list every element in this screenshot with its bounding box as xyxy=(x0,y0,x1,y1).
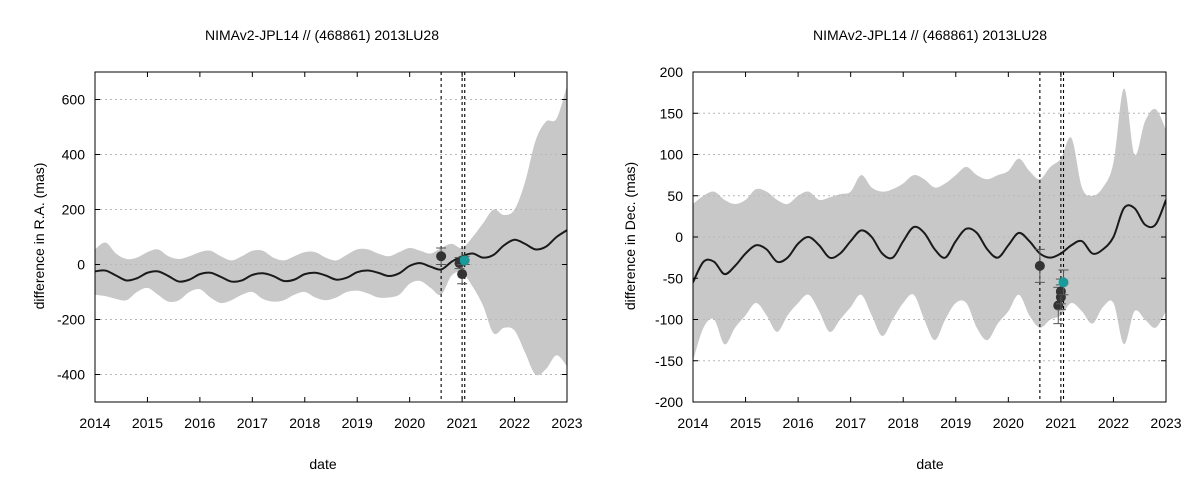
dec-x-tick-label: 2022 xyxy=(1098,415,1129,431)
dec-x-tick-label: 2023 xyxy=(1150,415,1181,431)
dec-observation-point xyxy=(1035,261,1045,271)
dec-x-tick-label: 2015 xyxy=(730,415,761,431)
dec-y-tick-label: -150 xyxy=(655,353,683,369)
dec-y-tick-label: -100 xyxy=(655,312,683,328)
ra-x-tick-label: 2022 xyxy=(499,415,530,431)
ra-observation-point xyxy=(457,269,467,279)
ra-x-axis-label: date xyxy=(309,456,336,472)
dec-y-tick-label: -50 xyxy=(663,270,683,286)
ra-y-tick-label: 0 xyxy=(77,257,85,273)
dec-x-tick-label: 2014 xyxy=(677,415,708,431)
dec-y-tick-label: 200 xyxy=(660,64,684,80)
dec-x-tick-label: 2021 xyxy=(1045,415,1076,431)
ra-y-tick-label: -400 xyxy=(57,367,85,383)
ra-x-tick-label: 2018 xyxy=(289,415,320,431)
ra-y-tick-label: 400 xyxy=(62,147,86,163)
ra-plot-area xyxy=(95,72,567,402)
ra-x-tick-label: 2017 xyxy=(237,415,268,431)
dec-x-tick-label: 2018 xyxy=(888,415,919,431)
ra-y-tick-label: 200 xyxy=(62,202,86,218)
dec-x-tick-label: 2016 xyxy=(783,415,814,431)
dec-chart-title: NIMAv2-JPL14 // (468861) 2013LU28 xyxy=(813,27,1047,43)
dec-y-axis-label: difference in Dec. (mas) xyxy=(622,162,638,310)
ra-y-tick-label: -200 xyxy=(57,312,85,328)
ra-chart-title: NIMAv2-JPL14 // (468861) 2013LU28 xyxy=(205,27,439,43)
chart-canvas: NIMAv2-JPL14 // (468861) 2013LU28 date d… xyxy=(0,0,1200,480)
dec-plot-area xyxy=(693,72,1166,402)
ra-y-tick-label: 600 xyxy=(62,92,86,108)
ra-x-tick-label: 2014 xyxy=(79,415,110,431)
ra-x-tick-label: 2023 xyxy=(551,415,582,431)
ra-uncertainty-band xyxy=(95,86,567,376)
ra-x-tick-label: 2020 xyxy=(394,415,425,431)
dec-x-tick-label: 2017 xyxy=(835,415,866,431)
ra-observation-point xyxy=(436,251,446,261)
dec-y-tick-label: 150 xyxy=(660,105,684,121)
dec-observation-point xyxy=(1059,277,1069,287)
dec-y-tick-label: 100 xyxy=(660,147,684,163)
ra-y-axis-label: difference in R.A. (mas) xyxy=(31,163,47,310)
dec-x-tick-label: 2019 xyxy=(940,415,971,431)
figure: NIMAv2-JPL14 // (468861) 2013LU28 date d… xyxy=(0,0,1200,480)
ra-x-tick-label: 2021 xyxy=(447,415,478,431)
dec-y-tick-label: 0 xyxy=(675,229,683,245)
dec-panel: NIMAv2-JPL14 // (468861) 2013LU28 date d… xyxy=(622,27,1182,472)
dec-y-tick-label: 50 xyxy=(667,188,683,204)
ra-x-tick-label: 2019 xyxy=(342,415,373,431)
dec-y-tick-label: -200 xyxy=(655,394,683,410)
dec-x-tick-label: 2020 xyxy=(993,415,1024,431)
ra-panel: NIMAv2-JPL14 // (468861) 2013LU28 date d… xyxy=(31,27,583,472)
ra-observation-point xyxy=(460,255,470,265)
ra-x-tick-label: 2016 xyxy=(184,415,215,431)
dec-x-axis-label: date xyxy=(916,456,943,472)
ra-x-tick-label: 2015 xyxy=(132,415,163,431)
